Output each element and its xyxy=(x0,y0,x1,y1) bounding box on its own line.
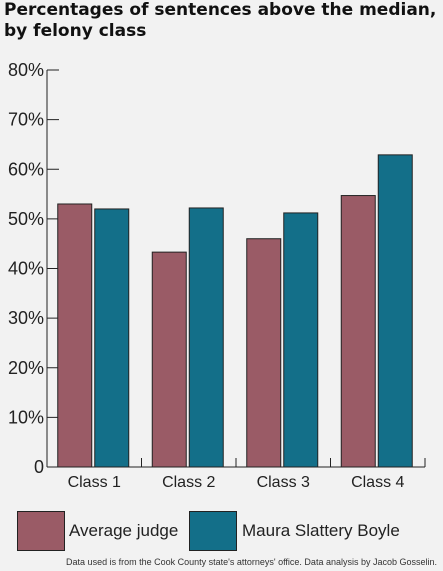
bar-average-judge-class-1 xyxy=(57,203,93,468)
y-tick-label-0: 0 xyxy=(34,457,44,477)
bars xyxy=(57,154,413,468)
bar-maura-slattery-boyle-class-3 xyxy=(283,212,319,468)
y-tick-label-20: 20% xyxy=(8,358,44,378)
bar-maura-slattery-boyle-class-1 xyxy=(94,208,130,468)
legend: Average judge Maura Slattery Boyle xyxy=(0,511,443,555)
bar-average-judge-class-4 xyxy=(340,195,376,468)
source-note: Data used is from the Cook County state'… xyxy=(66,557,437,567)
legend-swatch-average-judge xyxy=(17,511,65,551)
x-tick-label-class-1: Class 1 xyxy=(68,474,121,491)
y-tick-label-70: 70% xyxy=(8,110,44,130)
legend-label-maura-slattery-boyle: Maura Slattery Boyle xyxy=(242,521,400,540)
y-tick-label-30: 30% xyxy=(8,308,44,328)
bar-average-judge-class-2 xyxy=(151,251,187,468)
x-tick-label-class-3: Class 3 xyxy=(257,474,310,491)
legend-label-average-judge: Average judge xyxy=(69,521,179,540)
y-tick-label-40: 40% xyxy=(8,259,44,279)
x-tick-label-class-4: Class 4 xyxy=(351,474,404,491)
y-tick-label-10: 10% xyxy=(8,407,44,427)
legend-swatch-maura-slattery-boyle xyxy=(189,511,237,551)
bar-chart: 0 10% 20% 30% 40% 50% 60% 70% 80% Class 1 Class 2… xyxy=(8,60,426,491)
y-tick-label-60: 60% xyxy=(8,159,44,179)
x-tick-label-class-2: Class 2 xyxy=(162,474,215,491)
y-tick-label-80: 80% xyxy=(8,60,44,80)
bar-maura-slattery-boyle-class-4 xyxy=(377,154,413,468)
bar-average-judge-class-3 xyxy=(246,238,282,468)
y-tick-label-50: 50% xyxy=(8,209,44,229)
bar-maura-slattery-boyle-class-2 xyxy=(188,207,224,468)
y-axis: 0 10% 20% 30% 40% 50% 60% 70% 80% xyxy=(8,60,59,477)
chart-title: Percentages of sentences above the media… xyxy=(4,0,437,41)
